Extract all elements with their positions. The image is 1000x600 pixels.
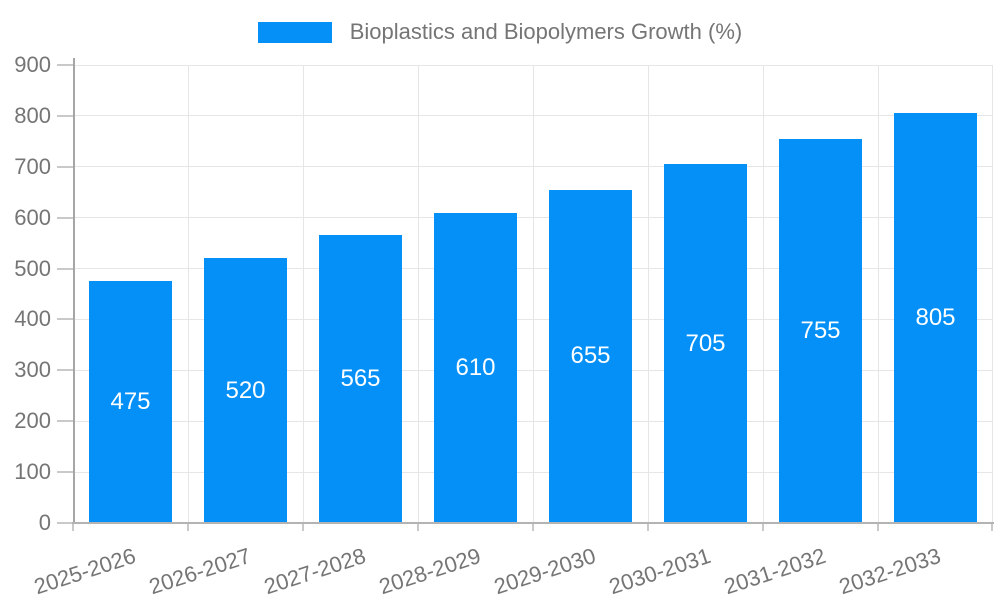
- bar[interactable]: 805: [894, 113, 977, 523]
- y-axis-tick: [57, 522, 75, 524]
- legend-item[interactable]: Bioplastics and Biopolymers Growth (%): [257, 19, 743, 44]
- legend-swatch: [257, 21, 332, 43]
- y-tick-label: 900: [14, 52, 51, 77]
- bar-value-label: 655: [570, 342, 611, 370]
- x-axis-tick: [187, 523, 189, 531]
- y-axis-tick: [57, 165, 75, 168]
- legend-label: Bioplastics and Biopolymers Growth (%): [349, 19, 743, 44]
- v-gridline: [417, 65, 419, 523]
- v-gridline: [992, 65, 993, 523]
- y-tick-label: 200: [14, 408, 51, 434]
- x-axis-tick: [877, 523, 879, 531]
- y-axis-tick: [57, 267, 75, 270]
- y-axis-line: [73, 58, 75, 523]
- bar[interactable]: 755: [779, 138, 862, 523]
- plot-area: 0 100 200 300 400 500 600 700 800 900 475 2025-2026…: [14, 52, 994, 599]
- bar[interactable]: 705: [664, 164, 747, 523]
- bar-value-label: 755: [800, 316, 841, 344]
- x-axis-tick: [647, 523, 649, 531]
- y-tick-label: 700: [14, 153, 51, 179]
- bar-value-label: 805: [915, 304, 956, 332]
- bar-value-label: 475: [110, 388, 151, 416]
- legend: Bioplastics and Biopolymers Growth (%): [0, 20, 1000, 44]
- y-tick-label: 800: [14, 102, 51, 128]
- y-tick-label: 0: [38, 510, 51, 535]
- bar[interactable]: 610: [434, 212, 517, 523]
- x-axis-tick: [991, 523, 993, 531]
- y-axis-tick: [57, 471, 75, 474]
- v-gridline: [302, 65, 304, 523]
- x-axis-tick: [72, 523, 74, 531]
- y-tick-label: 100: [14, 459, 51, 485]
- y-axis-tick: [57, 114, 75, 117]
- bar[interactable]: 520: [204, 258, 287, 523]
- y-tick-label: 400: [14, 306, 51, 332]
- y-axis-tick: [57, 420, 75, 423]
- y-tick-label: 300: [14, 357, 51, 383]
- bar[interactable]: 565: [319, 235, 402, 523]
- y-axis-tick: [57, 216, 75, 219]
- bar[interactable]: 475: [89, 281, 172, 523]
- y-axis-tick: [57, 318, 75, 321]
- x-axis-tick: [302, 523, 304, 531]
- y-axis-tick: [57, 64, 75, 66]
- v-gridline: [877, 65, 879, 523]
- x-axis-tick: [417, 523, 419, 531]
- v-gridline: [187, 65, 189, 523]
- y-axis-tick: [57, 369, 75, 372]
- bar-value-label: 565: [340, 365, 381, 393]
- x-axis-tick: [532, 523, 534, 531]
- x-axis-tick: [762, 523, 764, 531]
- v-gridline: [647, 65, 649, 523]
- y-tick-label: 500: [14, 255, 51, 281]
- bar[interactable]: 655: [549, 189, 632, 523]
- y-tick-label: 600: [14, 204, 51, 230]
- bar-value-label: 520: [225, 376, 266, 404]
- bar-value-label: 610: [455, 353, 496, 381]
- v-gridline: [762, 65, 764, 523]
- bar-value-label: 705: [685, 329, 726, 357]
- v-gridline: [532, 65, 534, 523]
- x-axis-line: [72, 522, 994, 524]
